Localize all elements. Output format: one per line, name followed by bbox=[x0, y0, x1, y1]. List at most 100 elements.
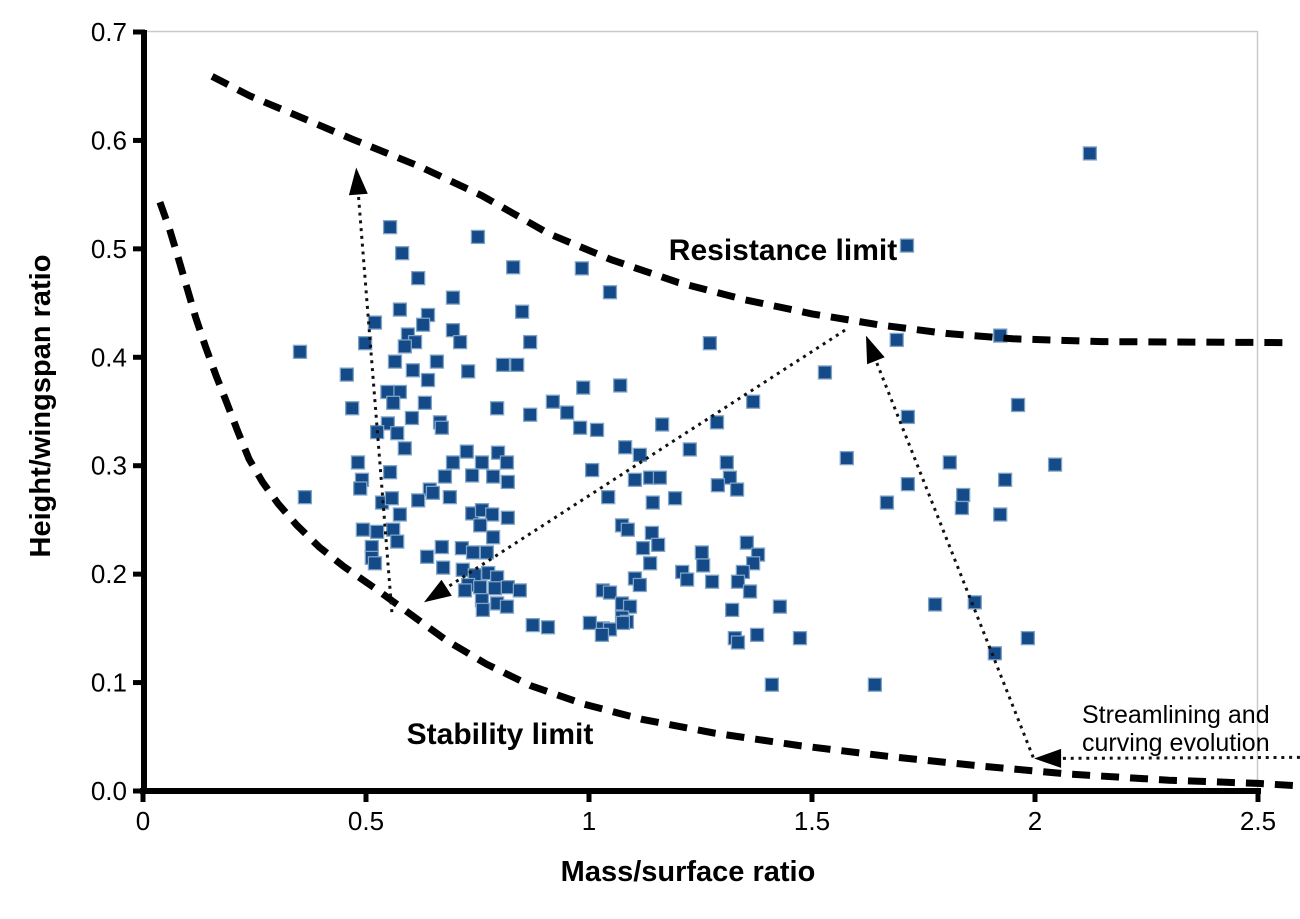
data-point bbox=[632, 447, 647, 463]
data-point bbox=[464, 468, 480, 483]
data-point bbox=[635, 540, 651, 556]
data-point bbox=[617, 440, 633, 455]
data-point bbox=[397, 339, 412, 354]
data-point bbox=[710, 478, 726, 493]
data-point bbox=[704, 574, 720, 589]
data-point bbox=[1047, 457, 1063, 472]
data-point bbox=[559, 405, 575, 420]
data-point bbox=[694, 545, 709, 560]
data-point bbox=[622, 599, 638, 614]
data-point bbox=[722, 470, 738, 485]
data-point bbox=[667, 491, 683, 506]
data-point bbox=[642, 556, 658, 571]
data-point bbox=[817, 365, 833, 380]
data-point bbox=[522, 334, 538, 350]
data-point bbox=[411, 493, 426, 508]
data-point bbox=[582, 615, 598, 631]
data-point bbox=[742, 584, 758, 599]
data-point bbox=[584, 462, 600, 478]
data-point bbox=[485, 469, 501, 484]
y-tick-label: 0.5 bbox=[91, 234, 127, 264]
resistance-limit-curve bbox=[210, 73, 1290, 347]
data-point bbox=[954, 500, 970, 516]
data-point bbox=[764, 677, 780, 692]
data-point bbox=[702, 336, 718, 351]
data-point bbox=[474, 455, 490, 470]
data-point bbox=[867, 677, 883, 692]
x-tick-label: 0.5 bbox=[348, 806, 384, 836]
data-point bbox=[345, 401, 360, 416]
data-point bbox=[390, 426, 405, 441]
data-point bbox=[452, 334, 468, 350]
data-point bbox=[652, 470, 668, 485]
data-point bbox=[1010, 397, 1026, 413]
data-point bbox=[627, 472, 643, 487]
data-point bbox=[525, 617, 540, 633]
data-point bbox=[470, 229, 486, 245]
data-point bbox=[485, 507, 500, 522]
data-point bbox=[745, 394, 761, 409]
data-point bbox=[545, 394, 561, 409]
data-point bbox=[772, 599, 788, 614]
data-point bbox=[900, 476, 916, 492]
data-point bbox=[437, 469, 453, 484]
data-point bbox=[353, 481, 368, 496]
data-point bbox=[879, 495, 895, 510]
up-escape-arrow-head bbox=[348, 167, 368, 196]
x-tick-label: 0 bbox=[136, 806, 150, 836]
data-point bbox=[405, 363, 420, 378]
x-axis-title: Mass/surface ratio bbox=[561, 856, 816, 888]
data-point bbox=[900, 409, 916, 425]
data-point bbox=[725, 602, 740, 618]
data-point bbox=[654, 417, 670, 432]
data-point bbox=[392, 507, 408, 522]
data-point bbox=[967, 595, 982, 610]
data-point bbox=[499, 455, 515, 470]
data-point bbox=[1020, 630, 1036, 646]
x-tick-label: 1.5 bbox=[794, 806, 830, 836]
data-point bbox=[487, 581, 503, 596]
resistance-limit-label: Resistance limit bbox=[669, 234, 897, 267]
data-point bbox=[613, 378, 628, 393]
data-point bbox=[473, 580, 488, 595]
data-point bbox=[417, 395, 433, 410]
data-point bbox=[510, 357, 525, 373]
y-tick-label: 0.3 bbox=[91, 451, 127, 481]
up-to-resistance-arrow-line bbox=[874, 360, 1035, 758]
data-point bbox=[589, 422, 605, 438]
data-point bbox=[620, 522, 635, 537]
x-tick-label: 1 bbox=[582, 806, 596, 836]
data-point bbox=[500, 580, 515, 595]
data-point bbox=[499, 599, 515, 614]
data-point bbox=[993, 507, 1008, 522]
data-point bbox=[679, 572, 695, 587]
chart-labels: Height/wingspan ratio Mass/surface ratio… bbox=[25, 234, 1270, 888]
data-point bbox=[839, 450, 854, 466]
data-point bbox=[506, 260, 521, 275]
data-point bbox=[292, 344, 308, 360]
evolution-label-line2: curving evolution bbox=[1082, 729, 1270, 757]
evolution-arrows bbox=[348, 167, 1300, 768]
scatter-points bbox=[292, 146, 1098, 692]
y-tick-label: 0.2 bbox=[91, 559, 127, 589]
stability-limit-curve bbox=[156, 201, 1294, 790]
boundary-curves bbox=[156, 73, 1294, 790]
data-point bbox=[445, 323, 461, 338]
data-point bbox=[339, 367, 354, 382]
data-point bbox=[696, 558, 711, 573]
data-point bbox=[576, 380, 591, 395]
data-point bbox=[419, 549, 435, 564]
data-point bbox=[514, 304, 530, 319]
y-tick-label: 0.6 bbox=[91, 125, 127, 155]
data-point bbox=[601, 490, 616, 505]
data-point bbox=[730, 574, 746, 589]
data-point bbox=[404, 410, 420, 426]
y-tick-label: 0.0 bbox=[91, 776, 127, 806]
data-point bbox=[682, 442, 697, 457]
data-point bbox=[479, 545, 495, 560]
data-point bbox=[739, 535, 755, 550]
data-point bbox=[386, 522, 401, 537]
data-point bbox=[420, 372, 436, 388]
